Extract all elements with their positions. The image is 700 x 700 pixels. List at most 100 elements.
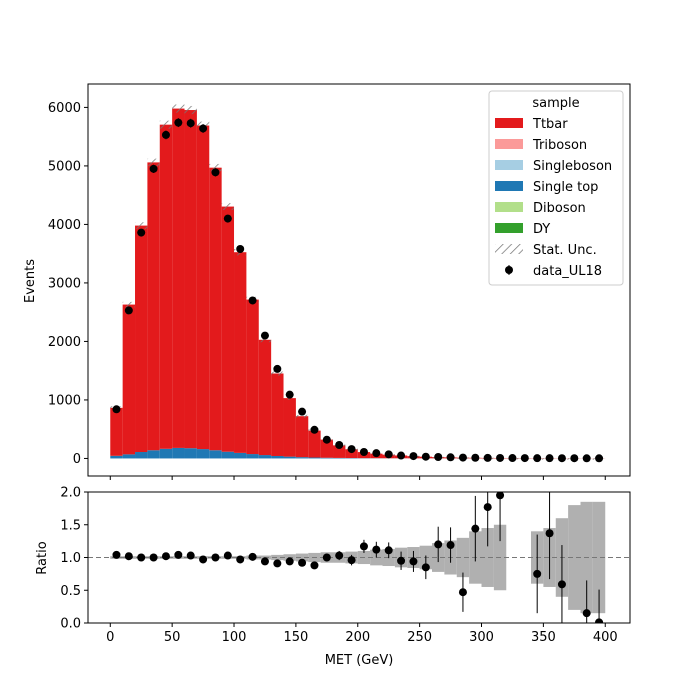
main-plot-area <box>110 104 606 463</box>
bar-single-top <box>159 448 173 459</box>
main-x-ticks <box>109 476 606 480</box>
legend: sample Ttbar Triboson Singleboson Single to… <box>488 90 624 286</box>
data-point <box>124 306 133 315</box>
bar-ttbar <box>320 439 334 458</box>
data-point <box>557 454 566 463</box>
bar-single-top <box>320 457 334 459</box>
stat-unc-band <box>258 337 272 343</box>
ratio-point <box>310 561 319 570</box>
data-point <box>508 454 517 463</box>
ratio-y-tick-label: 1.0 <box>60 551 81 566</box>
bar-single-top <box>308 457 321 459</box>
bar-single-top <box>234 452 247 459</box>
stat-unc-band <box>159 120 173 129</box>
legend-swatch <box>495 139 523 149</box>
ratio-unc-band <box>481 528 494 587</box>
bar-ttbar <box>110 407 123 456</box>
data-point <box>149 164 158 173</box>
main-y-tick-label: 3000 <box>48 276 81 291</box>
main-y-axis-label: Events <box>23 259 38 303</box>
data-point <box>409 452 418 461</box>
legend-label: Diboson <box>533 201 586 216</box>
data-point <box>421 452 430 461</box>
main-y-tick-label: 0 <box>73 452 81 467</box>
ratio-point <box>384 546 393 555</box>
data-point <box>397 451 406 460</box>
data-point <box>310 425 319 434</box>
bar-ttbar <box>345 449 358 459</box>
main-y-tick-label: 4000 <box>48 218 81 233</box>
data-point <box>582 454 591 463</box>
ratio-point <box>483 503 492 512</box>
data-point <box>137 228 146 237</box>
main-panel: 0 1000 2000 3000 4000 5000 6000 Events sample … <box>23 83 631 480</box>
data-point <box>458 453 467 462</box>
legend-label: Triboson <box>532 138 587 153</box>
stat-unc-band <box>147 158 160 167</box>
ratio-point <box>199 555 208 564</box>
bar-single-top <box>246 454 259 459</box>
bar-single-top <box>295 457 309 459</box>
ratio-point <box>124 552 133 561</box>
data-point <box>595 454 604 463</box>
bar-single-top <box>172 447 185 459</box>
x-tick-label: 50 <box>164 630 181 645</box>
legend-title: sample <box>532 96 579 111</box>
legend-swatch <box>495 160 523 170</box>
ratio-point <box>174 550 183 559</box>
legend-swatch <box>495 223 523 233</box>
bar-ttbar <box>271 373 284 456</box>
bar-ttbar <box>283 398 296 457</box>
stat-unc-band <box>221 203 235 211</box>
bar-single-top <box>258 455 272 459</box>
data-point <box>161 130 170 139</box>
data-point <box>483 453 492 462</box>
bar-single-top <box>110 455 123 459</box>
stat-unc-band <box>122 301 136 308</box>
bar-ttbar <box>122 304 136 455</box>
ratio-point <box>545 529 554 538</box>
ratio-unc-band <box>295 553 309 562</box>
data-point <box>384 450 393 459</box>
bar-ttbar <box>196 125 210 450</box>
bar-ttbar <box>147 162 160 451</box>
stat-unc-band <box>172 104 185 113</box>
data-point <box>570 454 579 463</box>
bar-single-top <box>122 454 136 459</box>
data-point <box>347 445 356 454</box>
ratio-point <box>557 580 566 589</box>
bar-single-top <box>196 449 210 459</box>
data-point <box>285 390 294 399</box>
data-point <box>359 448 368 457</box>
bar-ttbar <box>221 206 235 452</box>
data-point <box>322 435 331 444</box>
ratio-point <box>446 541 455 550</box>
ratio-point <box>434 540 443 549</box>
legend-label: Single top <box>533 180 598 195</box>
data-point <box>520 454 529 463</box>
x-tick-label: 150 <box>283 630 308 645</box>
bar-single-top <box>209 450 222 459</box>
ratio-point <box>335 551 344 560</box>
ratio-point <box>458 588 467 597</box>
legend-data-marker <box>505 266 513 274</box>
ratio-point <box>582 609 591 618</box>
main-y-tick-label: 6000 <box>48 101 81 116</box>
bar-single-top <box>333 457 346 459</box>
data-point <box>496 453 505 462</box>
ratio-point <box>248 552 257 561</box>
data-point <box>211 168 220 177</box>
ratio-unc-band <box>271 554 284 561</box>
x-tick-label: 0 <box>106 630 114 645</box>
data-point <box>335 440 344 449</box>
ratio-point <box>137 553 146 562</box>
ratio-unc-band <box>592 501 606 614</box>
x-tick-label: 300 <box>469 630 494 645</box>
data-point <box>199 124 208 133</box>
data-point <box>471 453 480 462</box>
ratio-point <box>149 553 158 562</box>
bar-ttbar <box>246 299 259 455</box>
data-point <box>545 454 554 463</box>
bar-ttbar <box>159 124 173 449</box>
main-y-ticks: 0 1000 2000 3000 4000 5000 6000 <box>48 101 88 467</box>
